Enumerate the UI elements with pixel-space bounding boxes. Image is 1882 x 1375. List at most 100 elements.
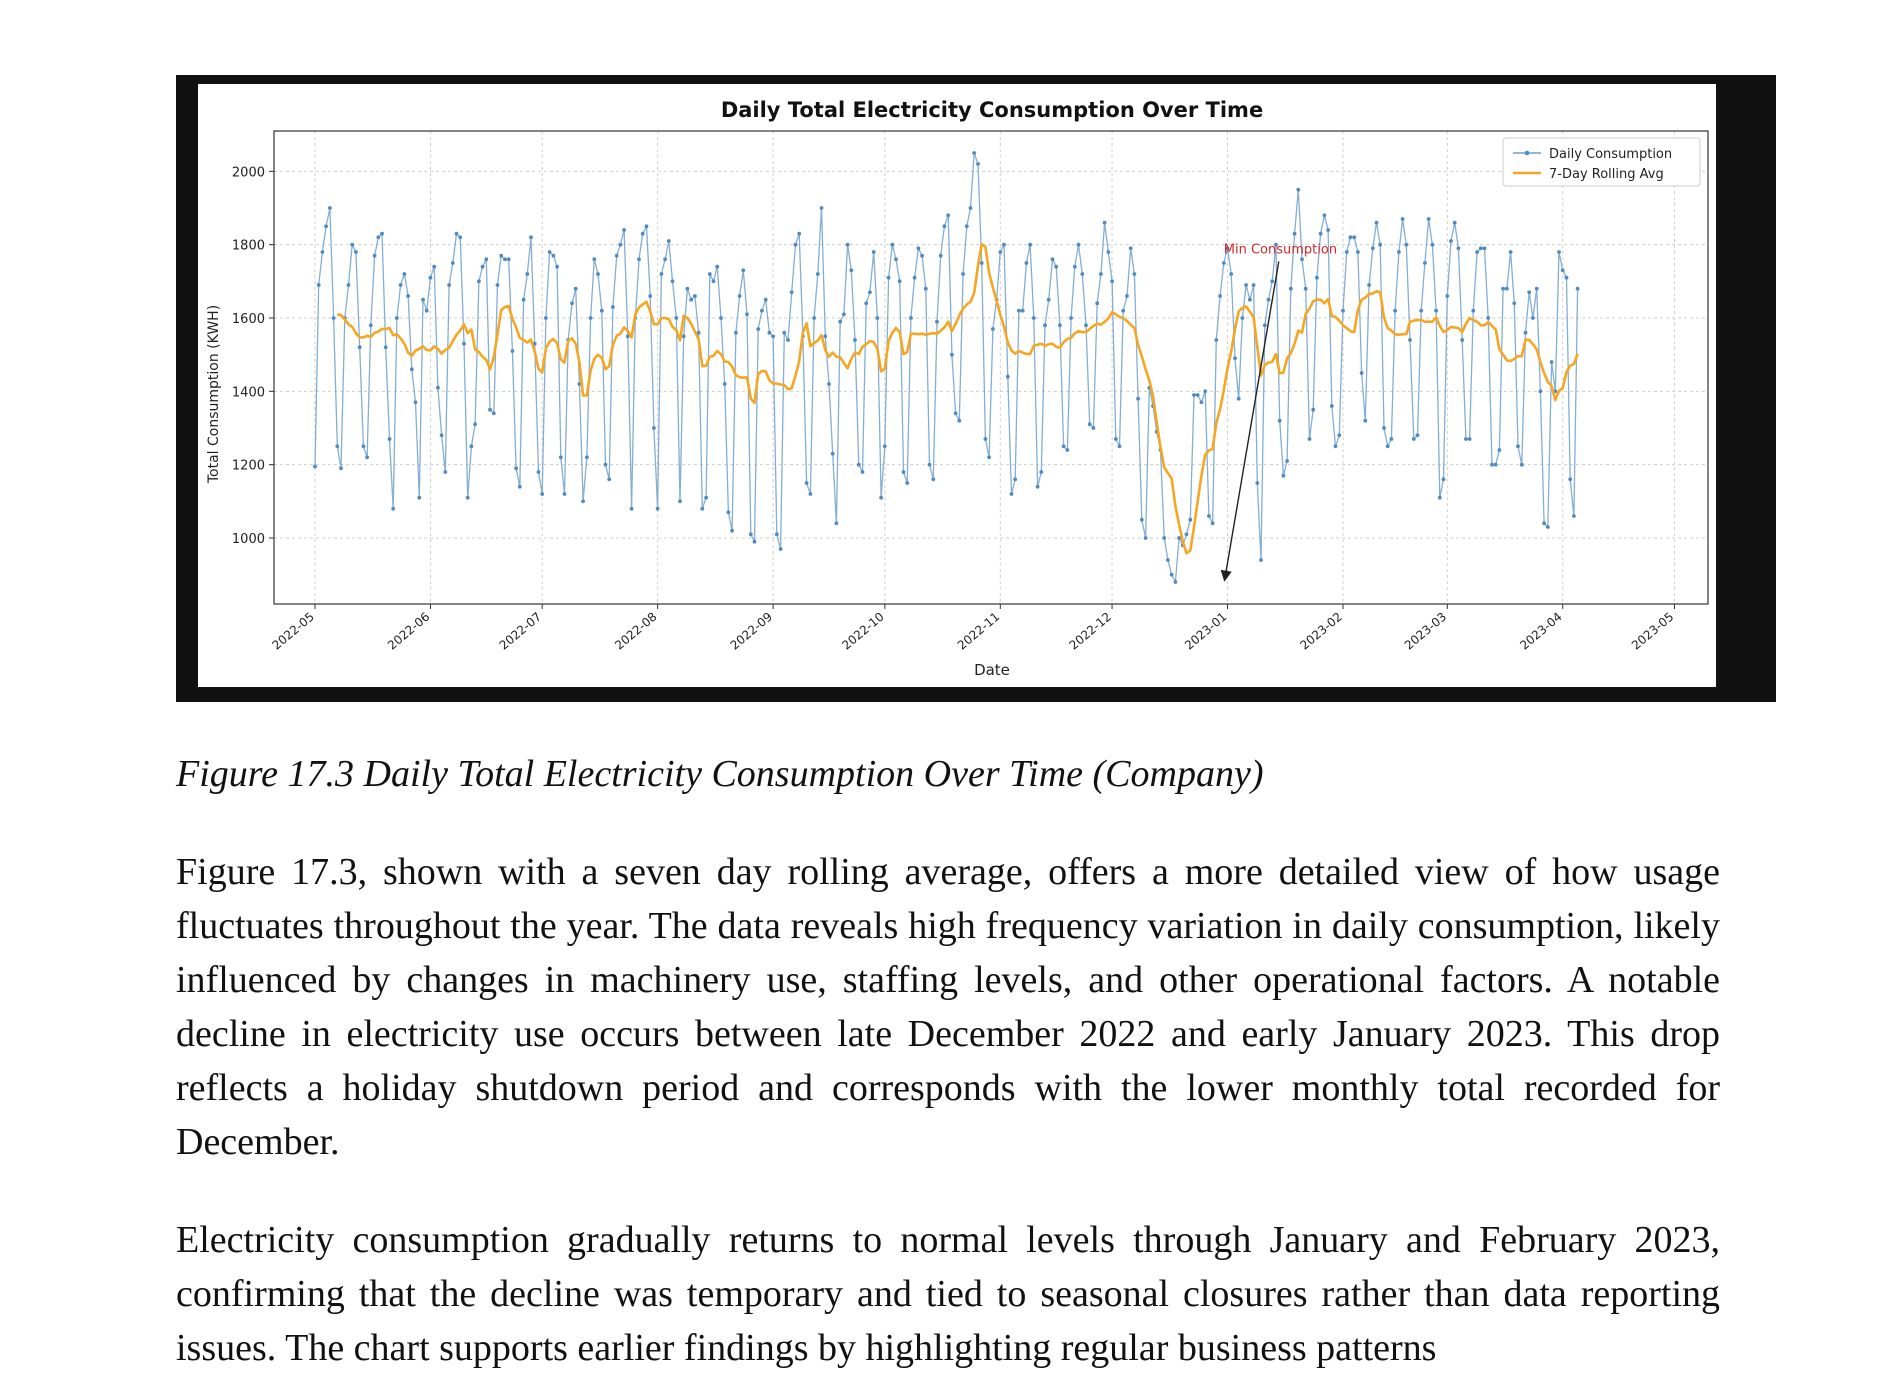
daily-consumption-point [625,334,630,339]
daily-consumption-point [1344,250,1349,254]
daily-consumption-point [547,250,552,254]
daily-consumption-point [942,224,947,229]
daily-consumption-point [774,532,779,537]
y-axis-label: Total Consumption (KWH) [206,305,222,484]
daily-consumption-point [1091,426,1096,430]
daily-consumption-point [700,506,705,511]
y-tick-label: 1200 [232,459,265,474]
daily-consumption-point [1102,220,1107,225]
daily-consumption-point [1199,400,1204,405]
daily-consumption-point [648,294,653,298]
daily-consumption-point [357,345,362,350]
daily-consumption-point [1363,418,1368,423]
daily-consumption-point [1050,257,1055,262]
daily-consumption-point [842,312,846,317]
daily-consumption-point [1486,316,1491,320]
daily-consumption-point [1490,462,1494,467]
daily-consumption-point [1452,220,1457,225]
daily-consumption-point [719,316,723,320]
daily-consumption-point [439,433,444,438]
daily-consumption-point [380,231,384,236]
x-tick-label: 2023-02 [1298,610,1345,653]
daily-consumption-point [1441,477,1446,482]
daily-consumption-point [1374,220,1379,225]
daily-consumption-point [432,264,437,269]
consumption-chart: 1000 1200 1400 1600 1800 2000 2022-05 2022-06 20… [206,98,1709,679]
chart-title: Daily Total Electricity Consumption Over… [721,98,1263,122]
daily-consumption-point [1497,448,1502,452]
daily-consumption-point [890,242,895,247]
daily-consumption-point [1505,286,1509,291]
daily-consumption-point [935,319,939,324]
daily-consumption-point [860,470,865,474]
daily-consumption-point [365,455,369,460]
daily-consumption-point [1184,532,1189,537]
daily-consumption-point [473,422,477,427]
daily-consumption-point [1572,514,1576,518]
daily-consumption-point [722,382,727,386]
daily-consumption-point [499,253,504,258]
daily-consumption-point [760,308,764,313]
daily-consumption-point [581,499,585,504]
daily-consumption-point [603,462,608,467]
daily-consumption-point [1397,250,1401,254]
daily-consumption-point [1169,572,1174,577]
daily-consumption-point [1300,257,1304,262]
x-tick-label: 2022-10 [839,610,886,653]
x-tick-label: 2022-11 [955,610,1002,653]
daily-consumption-point [830,451,835,456]
daily-consumption-point [734,330,738,335]
daily-consumption-point [409,367,414,372]
daily-consumption-point [1478,246,1483,251]
daily-consumption-point [350,242,355,247]
daily-consumption-point [1017,308,1021,313]
daily-consumption-point [1430,242,1435,247]
daily-consumption-point [853,338,857,342]
daily-consumption-point [346,283,351,287]
daily-consumption-point [1240,316,1245,320]
daily-consumption-point [931,477,936,482]
daily-consumption-point [1099,272,1103,276]
daily-consumption-point [611,305,615,309]
daily-consumption-point [324,224,328,229]
daily-consumption-point [972,151,977,155]
daily-consumption-point [361,444,366,449]
daily-consumption-point [1337,433,1342,438]
daily-consumption-point [1039,470,1044,474]
body-paragraph-2: Electricity consumption gradually return… [176,1219,1720,1369]
daily-consumption-point [1248,297,1252,302]
daily-consumption-point [938,253,943,258]
x-tick-label: 2022-09 [728,610,775,653]
daily-consumption-point [1411,437,1416,441]
daily-consumption-point [1322,213,1327,218]
daily-consumption-point [506,257,511,262]
daily-consumption-point [458,235,463,240]
daily-consumption-point [812,316,816,320]
daily-consumption-point [503,257,507,262]
daily-consumption-point [782,330,787,335]
x-tick-label: 2022-07 [497,610,544,653]
x-tick-label: 2023-05 [1629,610,1676,653]
daily-consumption-point [879,495,883,500]
daily-consumption-point [1069,316,1073,320]
legend-daily-marker [1524,150,1530,156]
daily-consumption-point [1475,250,1479,254]
daily-consumption-point [901,470,906,474]
daily-consumption-point [834,521,839,526]
daily-consumption-point [1281,473,1286,478]
daily-consumption-point [715,264,720,269]
grid-layer [274,131,1708,604]
daily-consumption-point [1564,275,1569,280]
plot-frame [273,130,1709,605]
daily-consumption-point [450,261,455,265]
daily-consumption-point [1315,275,1319,280]
daily-consumption-point [573,286,578,291]
daily-consumption-point [1318,231,1323,236]
daily-consumption-point [1106,250,1111,254]
daily-consumption-point [1560,268,1565,273]
daily-consumption-point [1303,286,1308,291]
daily-consumption-point [991,327,995,331]
daily-consumption-point [1508,250,1513,254]
daily-consumption-point [1445,294,1450,298]
daily-consumption-point [1545,525,1550,529]
